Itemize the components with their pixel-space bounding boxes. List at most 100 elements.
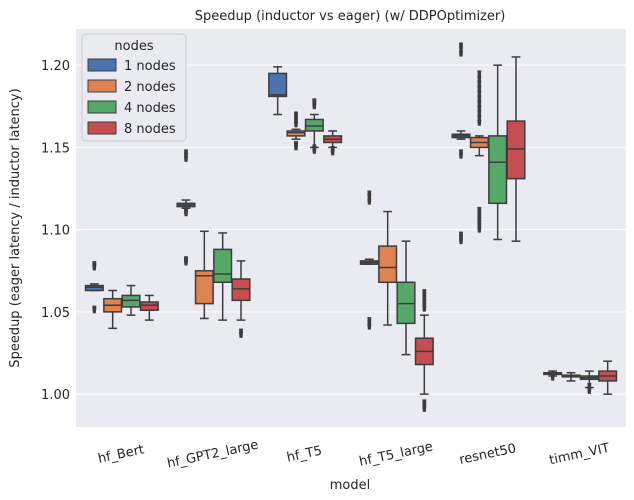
legend-swatch — [87, 58, 117, 72]
flier-point — [459, 231, 463, 238]
x-tick-label: hf_Bert — [97, 442, 146, 466]
y-tick-label: 1.15 — [41, 141, 70, 156]
box-hf_T5_large — [396, 240, 416, 356]
flier-point — [184, 256, 188, 263]
flier-point — [459, 42, 463, 49]
y-tick-label: 1.00 — [41, 388, 70, 403]
box-series — [84, 42, 618, 412]
y-axis-label: Speedup (eager latency / inductor latenc… — [8, 88, 23, 367]
legend-entry: 2 nodes — [124, 80, 176, 95]
box-hf_Bert — [139, 294, 159, 321]
flier-point — [92, 305, 97, 312]
box-hf_T5 — [268, 66, 288, 116]
flier-point — [459, 50, 463, 57]
flier-point — [184, 149, 188, 156]
box-iqr — [268, 72, 288, 98]
box-iqr — [488, 135, 508, 205]
flier-point — [587, 382, 592, 389]
box-iqr — [139, 301, 159, 311]
flier-point — [312, 98, 317, 105]
flier-point — [312, 144, 317, 151]
box-resnet50 — [451, 42, 471, 245]
flier-point — [477, 90, 482, 97]
flier-point — [459, 149, 463, 156]
box-resnet50 — [506, 56, 526, 242]
box-hf_GPT2_large — [213, 232, 233, 321]
flier-point — [477, 114, 482, 121]
y-tick-label: 1.20 — [41, 59, 70, 74]
box-hf_T5_large — [378, 210, 398, 326]
box-iqr — [84, 284, 104, 292]
flier-point — [477, 119, 482, 126]
grid-lines — [76, 64, 626, 395]
flier-point — [477, 95, 482, 102]
flier-point — [422, 399, 427, 406]
legend-title: nodes — [114, 39, 153, 54]
box-iqr — [213, 248, 233, 284]
box-hf_GPT2_large — [176, 149, 196, 266]
box-iqr — [378, 245, 398, 284]
flier-point — [367, 198, 372, 205]
box-timm_VIT — [579, 370, 599, 394]
box-iqr — [194, 270, 214, 305]
y-tick-label: 1.05 — [41, 306, 70, 321]
box-iqr — [231, 278, 251, 302]
legend-entry: 8 nodes — [124, 122, 176, 137]
flier-point — [294, 111, 298, 118]
series-8-nodes — [139, 56, 618, 412]
y-axis-ticks: 1.00 1.05 1.10 1.15 1.20 — [41, 59, 70, 403]
x-tick-label: hf_T5 — [286, 444, 324, 466]
y-tick-label: 1.10 — [41, 224, 70, 239]
x-tick-label: hf_GPT2_large — [166, 438, 260, 472]
flier-point — [367, 190, 372, 197]
x-axis-label: model — [330, 478, 370, 493]
flier-point — [422, 289, 427, 296]
flier-point — [477, 109, 482, 116]
box-iqr — [506, 120, 526, 180]
box-timm_VIT — [598, 360, 618, 395]
flier-point — [239, 328, 243, 335]
flier-point — [477, 206, 482, 213]
flier-point — [184, 208, 188, 215]
box-hf_T5_large — [414, 289, 434, 412]
box-hf_GPT2_large — [194, 230, 214, 320]
box-hf_T5 — [323, 130, 343, 156]
box-timm_VIT — [543, 370, 563, 381]
chart-title: Speedup (inductor vs eager) (w/ DDPOptim… — [195, 9, 506, 24]
legend-entry: 4 nodes — [124, 101, 176, 116]
legend-entry: 1 nodes — [124, 59, 176, 74]
box-hf_Bert — [84, 261, 104, 314]
flier-point — [367, 317, 372, 324]
flier-point — [294, 141, 298, 148]
flier-point — [550, 374, 555, 381]
box-hf_T5_large — [359, 190, 379, 330]
box-iqr — [304, 118, 324, 132]
x-tick-label: timm_VIT — [548, 441, 611, 468]
legend: nodes 1 nodes 2 nodes 4 nodes 8 nodes — [81, 33, 187, 142]
box-resnet50 — [469, 70, 489, 233]
box-hf_Bert — [121, 284, 141, 316]
flier-point — [477, 75, 482, 82]
box-iqr — [286, 130, 306, 137]
flier-point — [477, 104, 482, 111]
legend-swatch — [87, 121, 117, 135]
legend-swatch — [87, 100, 117, 114]
box-iqr — [396, 281, 416, 325]
flier-point — [477, 70, 482, 77]
series-1-nodes — [84, 42, 563, 381]
flier-point — [477, 80, 482, 87]
box-hf_T5 — [304, 98, 324, 154]
box-hf_T5 — [286, 111, 306, 151]
flier-point — [477, 85, 482, 92]
series-4-nodes — [121, 64, 599, 394]
x-tick-label: hf_T5_large — [358, 439, 434, 469]
flier-point — [92, 261, 97, 268]
x-axis-ticks: hf_Bert hf_GPT2_large hf_T5 hf_T5_large resn… — [97, 438, 611, 472]
box-iqr — [121, 294, 141, 308]
box-resnet50 — [488, 64, 508, 241]
x-tick-label: resnet50 — [458, 441, 518, 468]
flier-point — [330, 146, 335, 153]
legend-swatch — [87, 79, 117, 93]
flier-point — [477, 100, 482, 107]
